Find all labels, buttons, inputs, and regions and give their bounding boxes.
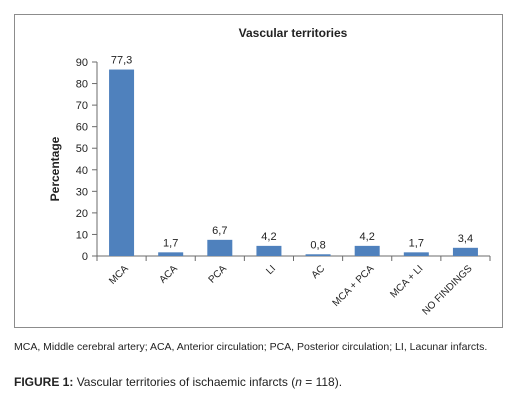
- data-label: 4,2: [360, 231, 375, 243]
- data-labels: 77,3 1,7 6,7 4,2 0,8 4,2 1,7 3,4: [111, 55, 473, 252]
- y-tick-label: 10: [76, 229, 88, 241]
- caption-text-before: Vascular territories of ischaemic infarc…: [76, 375, 296, 389]
- bar: [354, 245, 380, 256]
- figure-label: FIGURE 1:: [14, 375, 74, 389]
- bar: [256, 245, 282, 256]
- x-tick-label: MCA + LI: [388, 263, 425, 300]
- data-label: 1,7: [163, 237, 178, 249]
- data-label: 77,3: [111, 55, 132, 67]
- y-tick-label: 30: [76, 186, 88, 198]
- data-label: 1,7: [409, 237, 424, 249]
- data-label: 4,2: [261, 231, 276, 243]
- chart-title: Vascular territories: [239, 26, 348, 40]
- data-label: 6,7: [212, 225, 227, 237]
- x-tick-label: MCA: [107, 263, 131, 287]
- caption-text-after: = 118).: [301, 375, 343, 389]
- y-axis-label: Percentage: [48, 136, 62, 201]
- bar: [207, 239, 233, 256]
- y-tick-label: 70: [76, 100, 88, 112]
- x-tick-label: AC: [310, 263, 328, 281]
- y-tick-label: 90: [76, 57, 88, 69]
- axes: 0 10 20 30 40 50 60 70 80 90: [76, 57, 491, 263]
- x-tick-label: NO FINDINGS: [420, 263, 474, 317]
- x-tick-label: LI: [264, 263, 278, 277]
- bar: [158, 252, 184, 256]
- bar: [452, 247, 478, 256]
- bar-chart: Vascular territories Percentage 0 10 20 30 4…: [48, 26, 491, 317]
- x-tick-label: ACA: [157, 263, 180, 286]
- x-tick-label: PCA: [207, 263, 230, 286]
- data-label: 3,4: [458, 233, 473, 245]
- y-tick-label: 20: [76, 208, 88, 220]
- figure-footnote: MCA, Middle cerebral artery; ACA, Anteri…: [14, 341, 488, 353]
- y-tick-label: 0: [82, 251, 88, 263]
- figure-caption: FIGURE 1: Vascular territories of ischae…: [14, 375, 506, 389]
- bars: [109, 69, 478, 256]
- bar: [109, 69, 135, 256]
- caption-n-symbol: n: [295, 375, 302, 389]
- y-tick-label: 40: [76, 165, 88, 177]
- bar: [305, 254, 331, 256]
- data-label: 0,8: [310, 239, 325, 251]
- x-tick-label: MCA + PCA: [331, 263, 377, 309]
- chart-frame: Vascular territories Percentage 0 10 20 30 4…: [14, 14, 503, 328]
- y-tick-label: 60: [76, 122, 88, 134]
- bar: [403, 252, 429, 256]
- y-tick-label: 50: [76, 143, 88, 155]
- y-tick-label: 80: [76, 79, 88, 91]
